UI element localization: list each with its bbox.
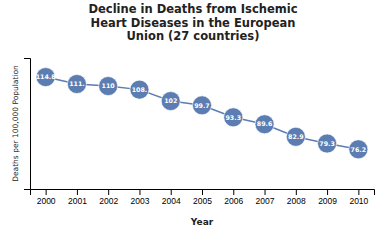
point bbox=[286, 127, 305, 146]
point bbox=[36, 68, 55, 87]
title-line: Union (27 countries) bbox=[127, 29, 260, 43]
x-tick: 2004 bbox=[162, 189, 181, 206]
point bbox=[130, 80, 149, 99]
x-tick-mark bbox=[296, 189, 297, 195]
point bbox=[349, 140, 368, 159]
x-axis-title: Year bbox=[190, 217, 214, 227]
point bbox=[193, 96, 212, 115]
x-tick-label: 2005 bbox=[193, 196, 212, 206]
x-tick-label: 2003 bbox=[130, 196, 149, 206]
y-axis bbox=[24, 59, 31, 190]
x-tick: 2001 bbox=[68, 189, 87, 206]
point bbox=[318, 134, 337, 153]
x-tick-label: 2010 bbox=[349, 196, 368, 206]
x-tick-label: 2008 bbox=[287, 196, 306, 206]
x-tick: 2003 bbox=[130, 189, 149, 206]
point bbox=[255, 115, 274, 134]
point bbox=[161, 92, 180, 111]
title: Decline in Deaths from IschemicHeart Dis… bbox=[88, 2, 297, 43]
marks bbox=[36, 68, 368, 159]
title-line: Heart Diseases in the European bbox=[91, 16, 296, 30]
data-label: 99.7 bbox=[194, 102, 210, 109]
x-tick-mark bbox=[46, 189, 47, 195]
x-tick: 2005 bbox=[193, 189, 212, 206]
x-tick-mark bbox=[139, 189, 140, 195]
point bbox=[99, 77, 118, 96]
x-tick-mark bbox=[202, 189, 203, 195]
x-axis-line bbox=[31, 190, 375, 196]
point bbox=[67, 75, 86, 94]
x-tick-mark bbox=[358, 189, 359, 195]
data-label: 82.9 bbox=[288, 133, 304, 140]
line bbox=[46, 77, 359, 149]
x-tick-mark bbox=[108, 189, 109, 195]
x-tick: 2009 bbox=[318, 189, 337, 206]
data-label: 89.6 bbox=[257, 120, 273, 127]
x-tick-label: 2007 bbox=[256, 196, 275, 206]
x-tick-mark bbox=[233, 189, 234, 195]
chart: Decline in Deaths from IschemicHeart Dis… bbox=[0, 0, 386, 231]
data-label: 114.8 bbox=[36, 73, 56, 80]
y-axis-line bbox=[24, 59, 31, 190]
data-label: 110 bbox=[102, 82, 116, 89]
data-label: 111. bbox=[69, 80, 85, 87]
data-label: 102 bbox=[164, 97, 177, 104]
data-label: 79.3 bbox=[319, 140, 335, 147]
title-line: Decline in Deaths from Ischemic bbox=[88, 2, 297, 16]
data-label: 76.2 bbox=[351, 146, 367, 153]
x-tick-label: 2001 bbox=[68, 196, 87, 206]
x-tick: 2006 bbox=[224, 189, 243, 206]
x-tick-mark bbox=[327, 189, 328, 195]
y-axis-title: Deaths per 100,000 Population bbox=[11, 65, 20, 182]
x-tick-label: 2009 bbox=[318, 196, 337, 206]
data-label: 108. bbox=[132, 86, 148, 93]
data-label: 93.3 bbox=[225, 114, 241, 121]
x-tick-mark bbox=[171, 189, 172, 195]
x-tick-mark bbox=[265, 189, 266, 195]
x-tick: 2010 bbox=[349, 189, 368, 206]
x-tick-label: 2000 bbox=[37, 196, 56, 206]
x-tick: 2008 bbox=[287, 189, 306, 206]
x-tick-mark bbox=[77, 189, 78, 195]
plot: 2000 2001 2002 2003 2004 2005 2006 2007 2008 2009… bbox=[24, 59, 375, 207]
x-tick-label: 2002 bbox=[99, 196, 118, 206]
x-tick-label: 2006 bbox=[224, 196, 243, 206]
x-tick-label: 2004 bbox=[162, 196, 181, 206]
data-labels: 114.8 111. 110 108. 102 99.7 93.3 89.6 82.9 79.3 7… bbox=[36, 73, 366, 152]
x-tick: 2002 bbox=[99, 189, 118, 206]
x-tick: 2000 bbox=[37, 189, 56, 206]
x-axis: 2000 2001 2002 2003 2004 2005 2006 2007 2008 2009… bbox=[31, 189, 375, 206]
x-tick: 2007 bbox=[256, 189, 275, 206]
point bbox=[224, 108, 243, 127]
